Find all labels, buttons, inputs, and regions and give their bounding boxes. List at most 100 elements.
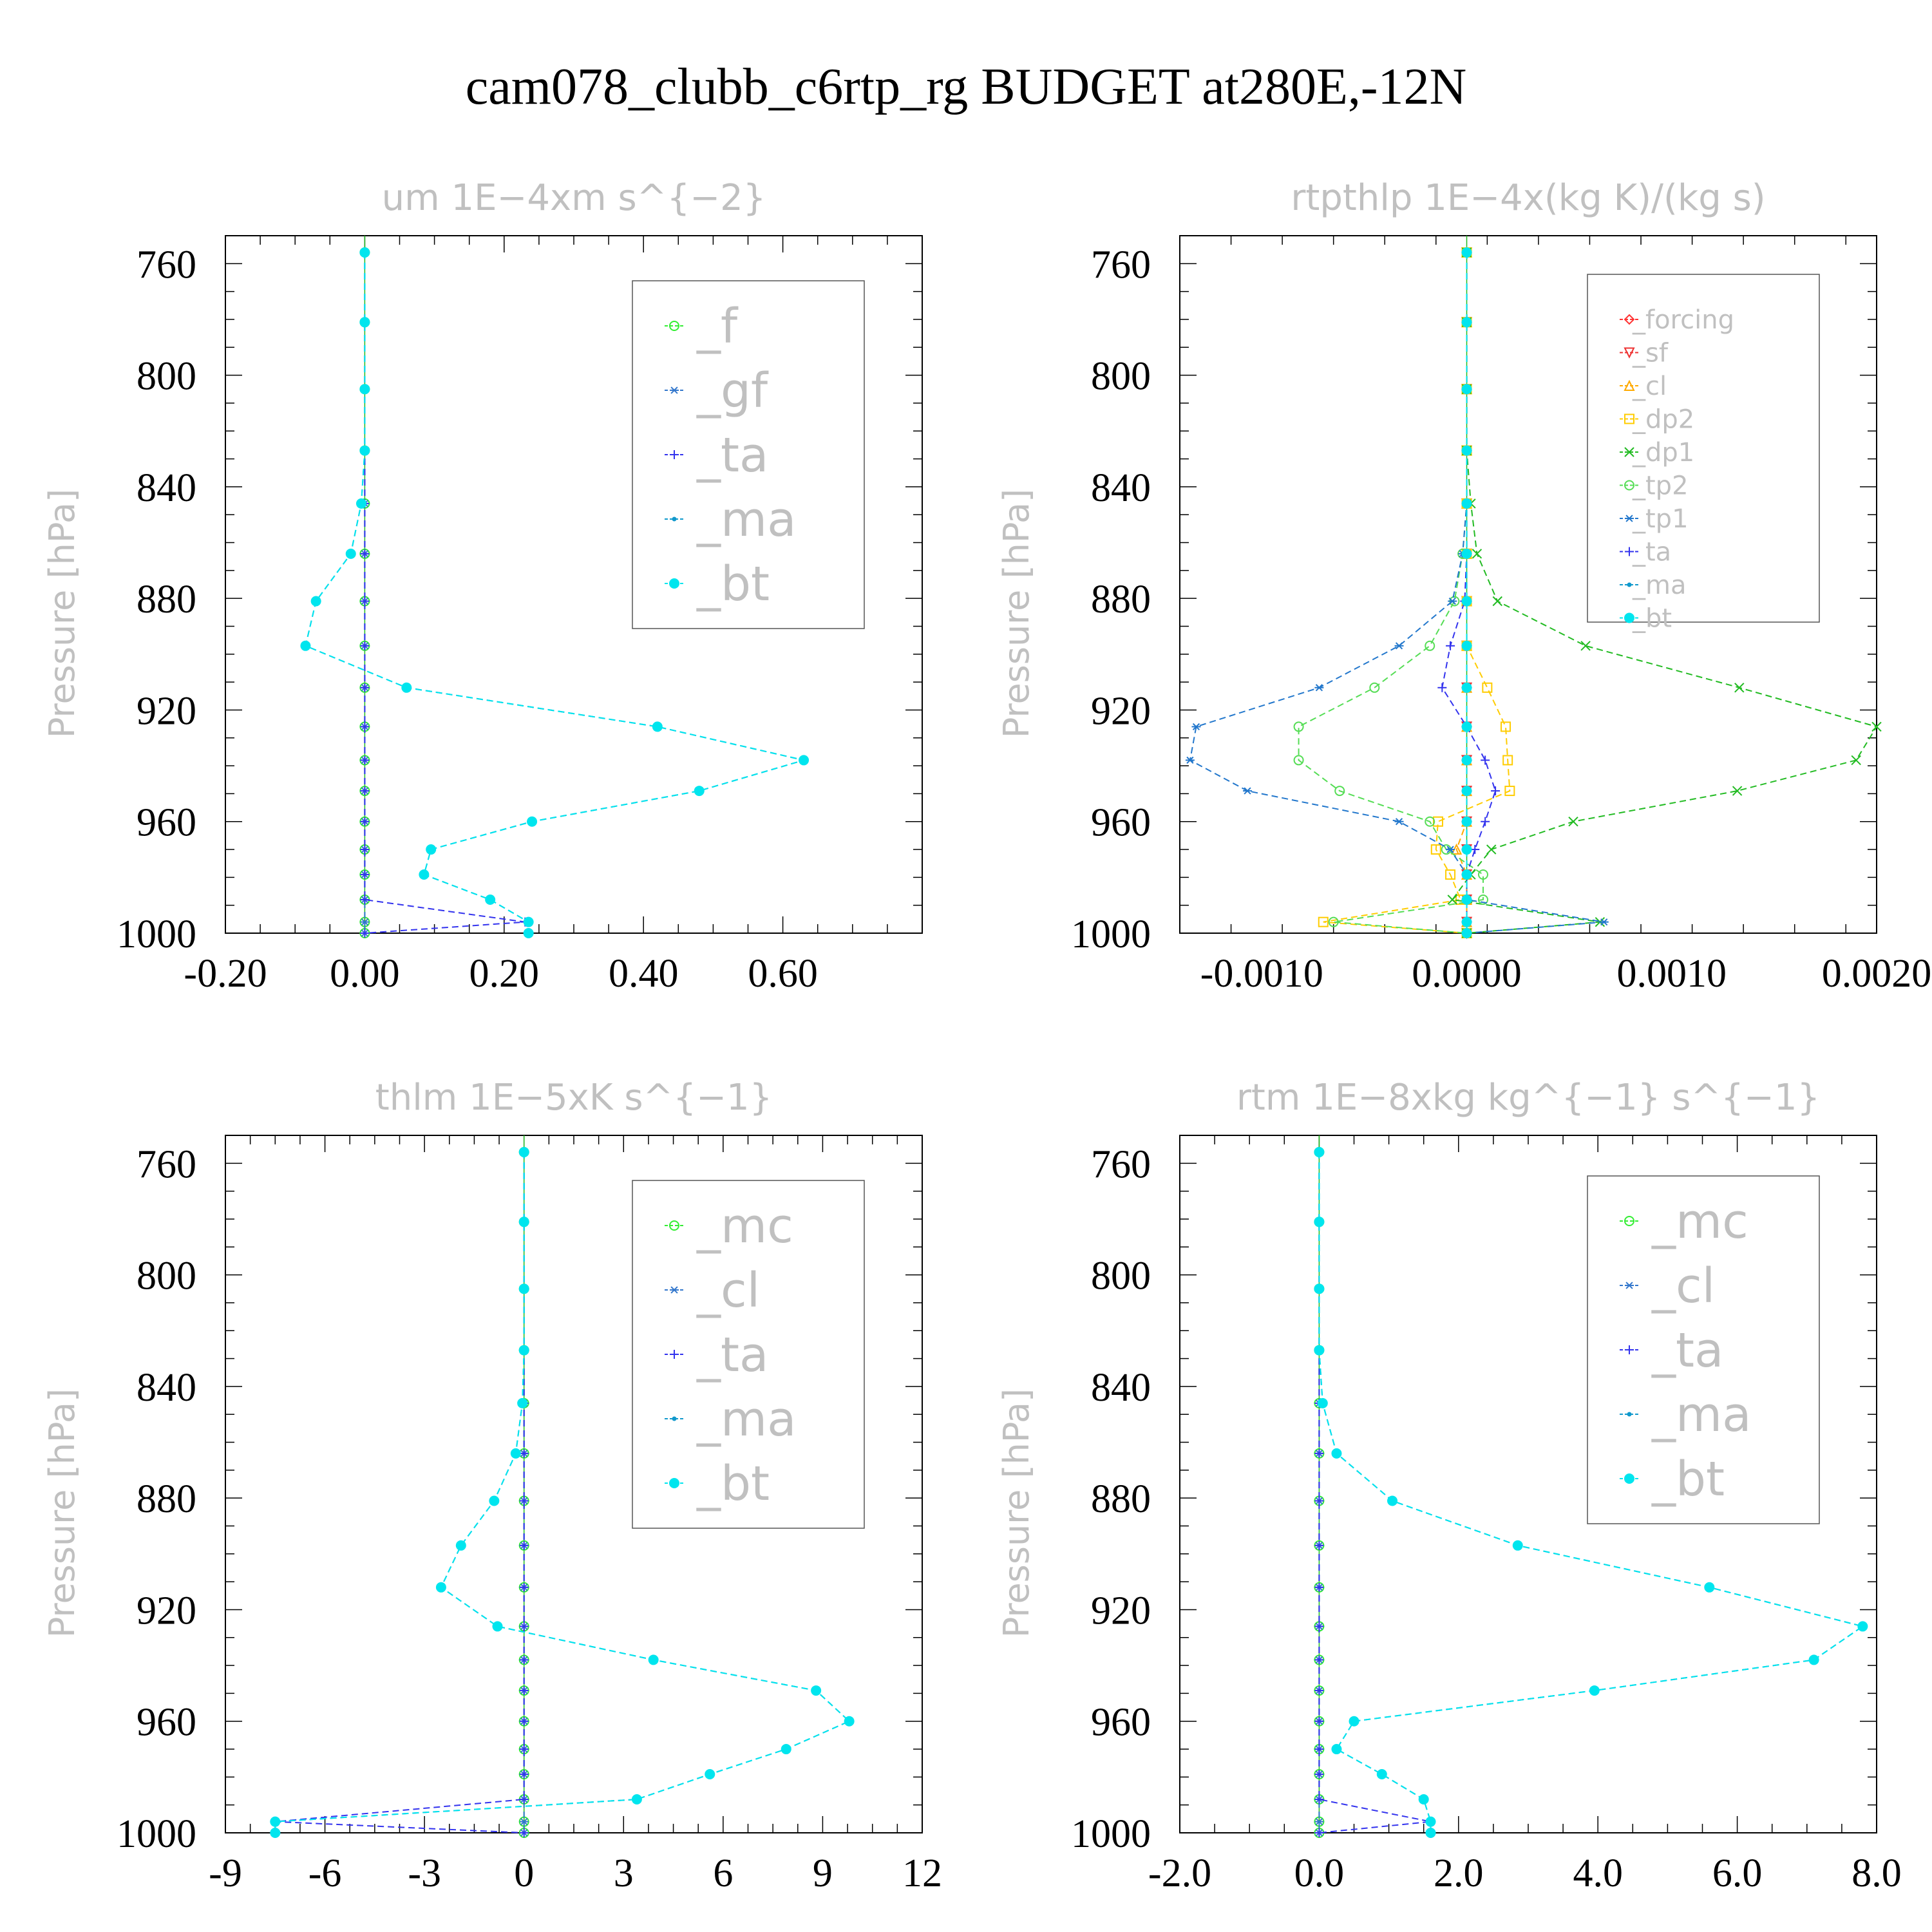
data-point-shape — [1314, 1217, 1325, 1227]
legend-label: _sf — [1632, 339, 1669, 368]
data-point — [1314, 1146, 1325, 1157]
y-tick-label: 760 — [1091, 1142, 1151, 1186]
data-point — [1349, 1716, 1359, 1727]
legend-box — [632, 280, 865, 629]
series-line — [1318, 1151, 1864, 1833]
data-point — [1461, 498, 1472, 509]
data-point — [519, 1818, 529, 1826]
legend: _f _gf _ta _ma _bt — [632, 280, 865, 629]
data-point — [1394, 818, 1404, 826]
legend-marker — [670, 450, 679, 459]
legend-entry-forcing: _forcing — [1620, 305, 1734, 335]
legend-label: _cl — [1651, 1258, 1715, 1314]
data-point — [519, 1540, 529, 1550]
legend-marker — [669, 1478, 679, 1488]
data-point-shape — [1477, 895, 1488, 905]
plot-frame — [225, 235, 923, 934]
data-point — [1317, 1397, 1328, 1408]
y-tick-label: 920 — [137, 689, 196, 733]
data-point — [523, 916, 534, 927]
plot-frame — [1179, 1135, 1877, 1833]
legend-label: _ma — [1632, 571, 1686, 600]
data-point — [435, 1582, 446, 1593]
x-tick-label: -6 — [308, 1852, 342, 1895]
data-point — [1857, 1621, 1868, 1632]
data-point — [519, 1828, 529, 1837]
data-point — [1314, 1582, 1324, 1592]
data-point-shape — [1425, 1828, 1436, 1838]
data-point — [270, 1816, 281, 1827]
data-point-shape — [518, 1146, 529, 1157]
data-point-shape — [1461, 682, 1472, 693]
series-line — [364, 252, 526, 934]
legend-label: _tp1 — [1632, 504, 1689, 534]
data-point — [519, 1795, 529, 1804]
data-point-shape — [1461, 816, 1472, 827]
legend-label: _gf — [696, 363, 769, 419]
y-tick-label: 840 — [137, 466, 196, 510]
legend-marker — [1624, 1473, 1634, 1484]
data-point — [1394, 642, 1404, 650]
data-point — [518, 1283, 529, 1294]
legend-marker — [1624, 480, 1634, 491]
x-tick-label: 6.0 — [1712, 1852, 1763, 1895]
legend-entry-tp1: _tp1 — [1620, 504, 1689, 534]
data-point-b — [1851, 755, 1861, 766]
data-point — [1425, 640, 1435, 651]
data-point-shape — [492, 1621, 503, 1632]
data-point-shape — [1461, 721, 1472, 732]
data-point-shape — [1314, 1283, 1325, 1294]
data-point — [355, 498, 366, 509]
data-point-shape — [435, 1582, 446, 1593]
y-tick-label: 880 — [1091, 578, 1151, 621]
series-bt — [1461, 247, 1472, 938]
data-point — [1369, 682, 1380, 693]
data-point — [1437, 683, 1447, 692]
series-tp1 — [1185, 249, 1609, 937]
series-bt — [300, 247, 810, 938]
legend-marker-b — [670, 1286, 678, 1294]
legend-entry-ta: _ta — [1620, 538, 1671, 567]
series-cl — [1450, 246, 1473, 938]
legend-marker-shape — [1624, 480, 1634, 491]
data-point-b — [361, 918, 369, 926]
data-point — [1314, 1795, 1324, 1804]
data-point-b — [1315, 684, 1323, 692]
x-tick-label: -0.20 — [184, 952, 267, 996]
data-point — [1185, 756, 1195, 764]
data-point — [517, 1397, 528, 1408]
data-point — [360, 845, 370, 855]
data-point-shape — [1369, 682, 1380, 693]
data-point — [359, 384, 370, 395]
data-point — [360, 870, 370, 880]
data-point — [1314, 684, 1324, 692]
data-point — [1425, 1816, 1436, 1827]
data-point-shape — [1461, 869, 1472, 880]
data-point — [1430, 844, 1441, 855]
legend-entry-sf: _sf — [1620, 339, 1669, 368]
data-point-shape — [419, 869, 430, 880]
legend-entry-ma: _ma — [1620, 1387, 1751, 1443]
legend-marker — [669, 321, 679, 331]
legend-entry-bt: _bt — [1620, 604, 1672, 634]
y-axis-label: Pressure [hPa] — [42, 489, 82, 738]
legend-label: _mc — [1651, 1194, 1748, 1249]
data-point — [1445, 869, 1456, 880]
legend-label: _dp1 — [1632, 438, 1694, 468]
legend-marker-shape — [1627, 1412, 1632, 1417]
data-point-shape — [489, 1495, 500, 1506]
data-point-shape — [355, 498, 366, 509]
series-bt — [270, 1146, 855, 1838]
y-tick-label: 880 — [137, 1477, 196, 1521]
y-tick-label: 800 — [137, 1255, 196, 1298]
legend-marker — [1625, 1345, 1634, 1354]
y-tick-label: 920 — [1091, 689, 1151, 733]
data-point — [360, 918, 370, 926]
data-point-shape — [781, 1744, 791, 1755]
y-tick-label: 840 — [1091, 1366, 1151, 1410]
y-tick-label: 800 — [137, 355, 196, 399]
data-point-b — [1395, 818, 1403, 826]
data-point — [1871, 721, 1882, 732]
y-tick-label: 920 — [1091, 1589, 1151, 1633]
data-point-shape — [1461, 317, 1472, 328]
